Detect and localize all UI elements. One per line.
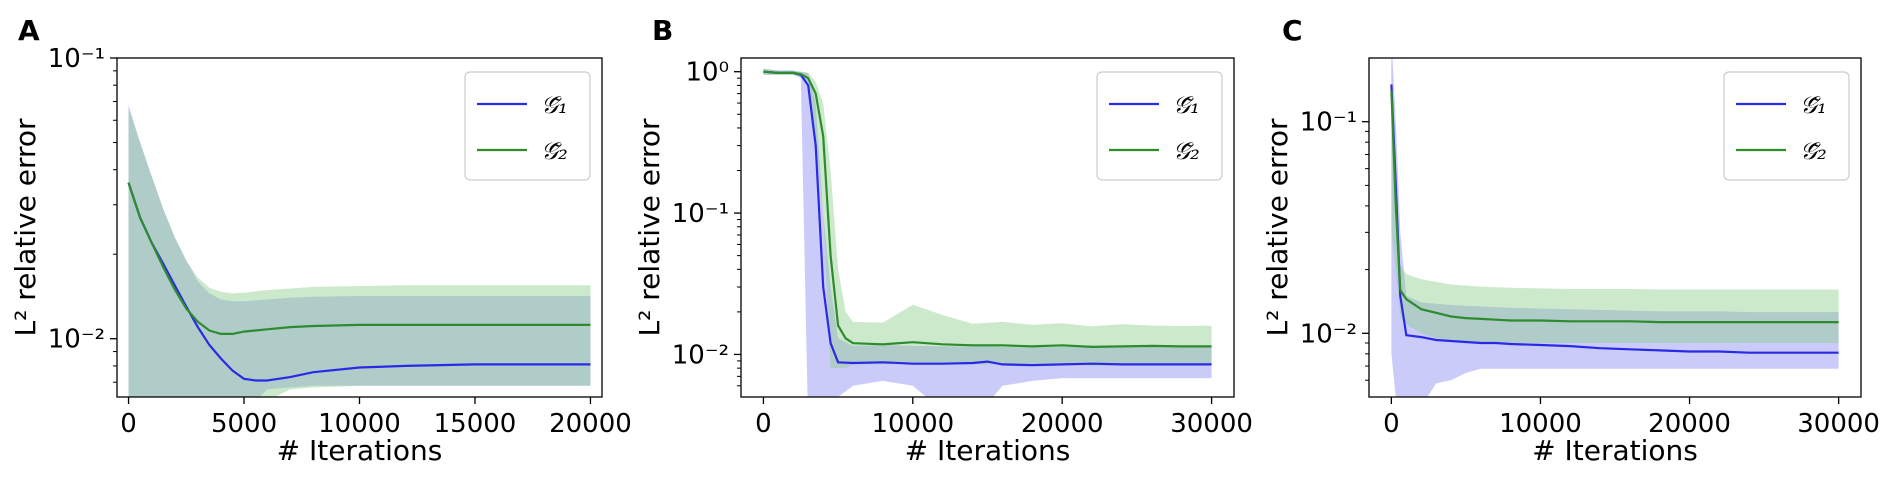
legend-label-2: 𝒢̃₂ bbox=[541, 137, 568, 165]
x-tick-label: 10000 bbox=[1499, 409, 1582, 439]
chart-2: 0 10000 20000 30000 10⁻² 10⁻¹ 10⁰ # Iterations L… bbox=[633, 57, 1253, 467]
x-tick-label: 20000 bbox=[1021, 409, 1104, 439]
x-tick-label: 10000 bbox=[871, 409, 954, 439]
legend-box bbox=[1723, 71, 1850, 181]
legend-label-2: 𝒢̃₂ bbox=[1800, 137, 1827, 165]
line-series-2 bbox=[763, 70, 1212, 349]
plot-area bbox=[1390, 58, 1839, 397]
band-series-1 bbox=[1391, 58, 1839, 397]
x-tick-label: 15000 bbox=[434, 409, 517, 439]
y-tick-label: 10⁻¹ bbox=[48, 44, 105, 74]
x-axis-label: # Iterations bbox=[277, 434, 443, 467]
axes-frame bbox=[740, 57, 1235, 398]
x-tick-label: 5000 bbox=[211, 409, 277, 439]
line-series-1 bbox=[763, 70, 1212, 367]
line-series-2 bbox=[127, 182, 591, 335]
x-tick-label: 0 bbox=[755, 409, 772, 439]
y-axis-label: L² relative error bbox=[9, 118, 42, 337]
x-axis-label: # Iterations bbox=[1532, 434, 1698, 467]
line-series-1 bbox=[127, 182, 591, 382]
legend-box bbox=[1096, 71, 1223, 181]
y-tick-label: 10⁻¹ bbox=[1300, 108, 1357, 138]
y-tick-label: 10⁻² bbox=[1300, 319, 1357, 349]
line-series-1 bbox=[1390, 84, 1839, 354]
chart-3: 0 10000 20000 30000 10⁻² 10⁻¹ # Iterations L² r… bbox=[1261, 57, 1880, 467]
legend-label-2: 𝒢̃₂ bbox=[1173, 137, 1200, 165]
legend-label-1: 𝒢̃₁ bbox=[1800, 91, 1827, 119]
legend: 𝒢̃₁ 𝒢̃₂ bbox=[464, 71, 591, 181]
y-tick-label: 10⁻¹ bbox=[672, 199, 729, 229]
plot-area bbox=[763, 68, 1212, 397]
line-series-2 bbox=[1390, 90, 1839, 324]
x-axis-label: # Iterations bbox=[905, 434, 1071, 467]
y-tick-label: 10⁰ bbox=[685, 58, 729, 88]
y-tick-label: 10⁻² bbox=[48, 325, 105, 355]
x-tick-label: 30000 bbox=[1797, 409, 1880, 439]
y-axis-label: L² relative error bbox=[633, 118, 666, 337]
panel-letter-a: A bbox=[18, 14, 40, 47]
legend-label-1: 𝒢̃₁ bbox=[1173, 91, 1200, 119]
x-tick-label: 30000 bbox=[1170, 409, 1253, 439]
legend: 𝒢̃₁ 𝒢̃₂ bbox=[1096, 71, 1223, 181]
y-tick-label: 10⁻² bbox=[672, 340, 729, 370]
x-tick-label: 20000 bbox=[549, 409, 632, 439]
panel-letter-b: B bbox=[652, 14, 674, 47]
panel-letter-c: C bbox=[1282, 14, 1303, 47]
axes-frame bbox=[1368, 57, 1862, 398]
band-series-2 bbox=[1391, 58, 1839, 343]
plot-area bbox=[127, 105, 591, 397]
band-series-2 bbox=[763, 68, 1212, 369]
y-axis-label: L² relative error bbox=[1261, 118, 1294, 337]
legend-box bbox=[464, 71, 591, 181]
chart-1: 0 5000 10000 15000 20000 10⁻² 10⁻¹ # Iterations… bbox=[9, 44, 632, 467]
x-tick-label: 20000 bbox=[1648, 409, 1731, 439]
x-tick-label: 0 bbox=[1383, 409, 1400, 439]
legend-label-1: 𝒢̃₁ bbox=[541, 91, 568, 119]
x-tick-label: 10000 bbox=[318, 409, 401, 439]
legend: 𝒢̃₁ 𝒢̃₂ bbox=[1723, 71, 1850, 181]
x-tick-label: 0 bbox=[120, 409, 137, 439]
